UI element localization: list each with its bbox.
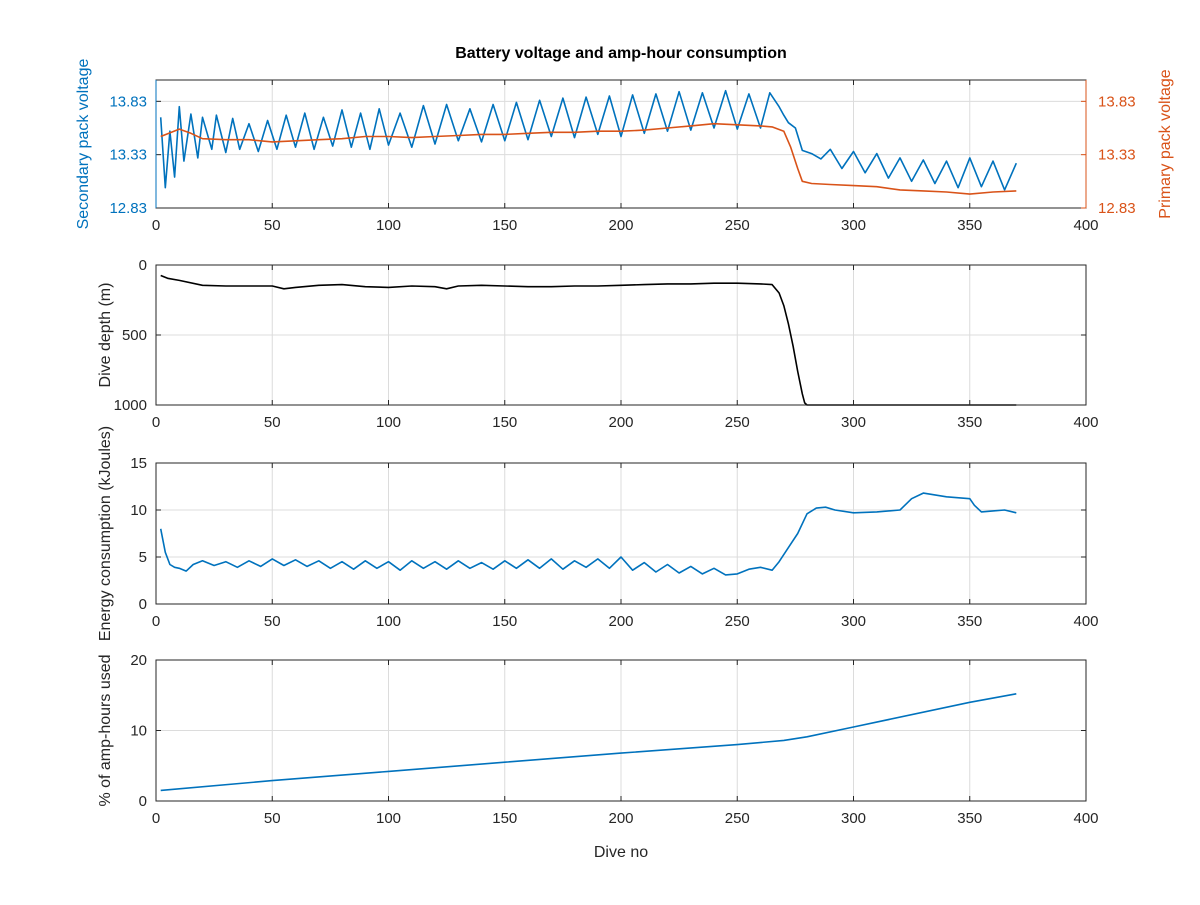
- y-axis-label-left: Secondary pack voltage: [75, 59, 92, 230]
- x-tick-label: 0: [152, 613, 160, 630]
- y-tick-label: 10: [130, 723, 147, 740]
- x-tick-label: 300: [841, 217, 866, 234]
- panel-3: 0 50 100 150 200 250 300 350 400 0 5 10 15 Energy con…: [97, 426, 1099, 641]
- x-tick-label: 250: [725, 217, 750, 234]
- y-tick-label: 5: [139, 549, 147, 566]
- x-tick-label: 350: [957, 217, 982, 234]
- x-tick-label: 400: [1073, 810, 1098, 827]
- x-tick-label: 400: [1073, 613, 1098, 630]
- y-tick-label: 12.83: [109, 200, 147, 217]
- x-tick-label: 200: [608, 613, 633, 630]
- x-tick-label: 350: [957, 414, 982, 431]
- y-tick-label: 13.83: [109, 93, 147, 110]
- x-tick-label: 0: [152, 414, 160, 431]
- series-line-4-1: [160, 693, 1017, 792]
- x-tick-label: 50: [264, 613, 281, 630]
- y-tick-label-right: 13.83: [1098, 93, 1136, 110]
- x-tick-label: 250: [725, 613, 750, 630]
- x-tick-label: 300: [841, 613, 866, 630]
- series-line-1-1: [159, 89, 1018, 191]
- y-axis-label-right: Primary pack voltage: [1157, 69, 1174, 218]
- x-tick-label: 150: [492, 613, 517, 630]
- panel-4: 0 50 100 150 200 250 300 350 400 0 10 20 % of amp-ho…: [97, 652, 1099, 861]
- grid: [156, 265, 1086, 405]
- x-tick-label: 100: [376, 414, 401, 431]
- x-tick-label: 50: [264, 414, 281, 431]
- series-line-1-2: [160, 122, 1017, 195]
- y-axis-label: Dive depth (m): [97, 283, 114, 388]
- y-axis-label: % of amp-hours used: [97, 654, 114, 806]
- x-tick-label: 150: [492, 414, 517, 431]
- chart-title: Battery voltage and amp-hour consumption: [455, 45, 787, 62]
- x-tick-label: 100: [376, 613, 401, 630]
- x-tick-label: 200: [608, 414, 633, 431]
- grid: [156, 660, 1086, 801]
- series-line-2-1: [160, 274, 1017, 406]
- x-tick-label: 0: [152, 217, 160, 234]
- y-tick-label: 13.33: [109, 147, 147, 164]
- x-tick-label: 250: [725, 414, 750, 431]
- x-tick-label: 400: [1073, 414, 1098, 431]
- x-tick-label: 350: [957, 810, 982, 827]
- x-tick-label: 250: [725, 810, 750, 827]
- y-tick-label: 0: [139, 596, 147, 613]
- x-tick-label: 50: [264, 217, 281, 234]
- x-tick-label: 300: [841, 810, 866, 827]
- x-tick-label: 150: [492, 810, 517, 827]
- x-tick-label: 400: [1073, 217, 1098, 234]
- y-tick-label-right: 12.83: [1098, 200, 1136, 217]
- x-tick-label: 100: [376, 810, 401, 827]
- panel-1: 0 50 100 150 200 250 300 350 40012.8313.3313.831…: [75, 45, 1174, 234]
- x-tick-label: 200: [608, 810, 633, 827]
- y-tick-label-right: 13.33: [1098, 147, 1136, 164]
- y-axis-label: Energy consumption (kJoules): [97, 426, 114, 641]
- y-tick-label: 15: [130, 455, 147, 472]
- x-tick-label: 200: [608, 217, 633, 234]
- y-tick-label: 20: [130, 652, 147, 669]
- x-tick-label: 350: [957, 613, 982, 630]
- x-axis-label: Dive no: [594, 844, 648, 861]
- x-tick-label: 100: [376, 217, 401, 234]
- x-tick-label: 150: [492, 217, 517, 234]
- x-tick-label: 50: [264, 810, 281, 827]
- series-line-3-1: [159, 492, 1017, 576]
- y-tick-label: 500: [122, 327, 147, 344]
- y-tick-label: 0: [139, 793, 147, 810]
- x-tick-label: 300: [841, 414, 866, 431]
- x-tick-label: 0: [152, 810, 160, 827]
- y-tick-label: 10: [130, 502, 147, 519]
- y-tick-label: 1000: [114, 397, 147, 414]
- y-tick-label: 0: [139, 257, 147, 274]
